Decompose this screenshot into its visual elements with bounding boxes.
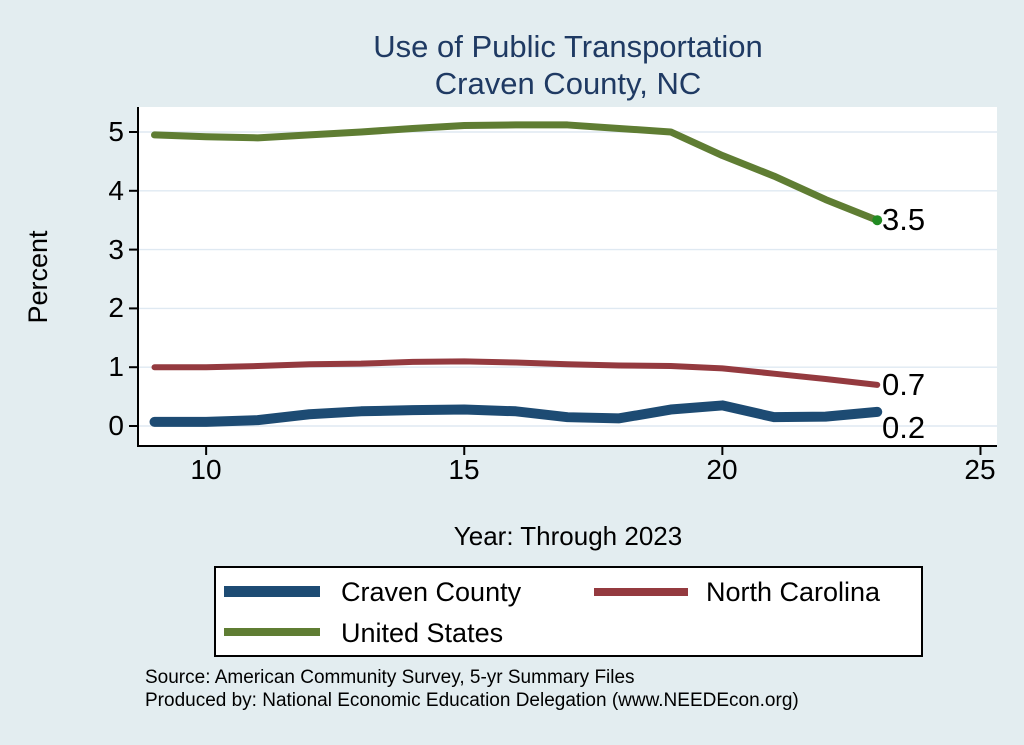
y-tick-label-0: 0 <box>108 410 124 441</box>
chart-title: Use of Public Transportation Craven Coun… <box>139 28 997 102</box>
y-tick-label-3: 3 <box>108 234 124 265</box>
x-tick-label-20: 20 <box>706 454 738 485</box>
source-note: Source: American Community Survey, 5-yr … <box>145 666 1005 712</box>
x-tick-label-10: 10 <box>190 454 222 485</box>
legend-label-united-states: United States <box>341 618 504 648</box>
chart-title-line1: Use of Public Transportation <box>373 29 763 64</box>
x-tick-label-25: 25 <box>964 454 996 485</box>
y-axis-title: Percent <box>23 230 53 324</box>
x-tick-label-15: 15 <box>448 454 480 485</box>
y-tick-label-4: 4 <box>108 175 124 206</box>
produced-by-line: Produced by: National Economic Education… <box>145 690 799 711</box>
end-value-label-craven-county: 0.2 <box>882 410 926 445</box>
legend-box: Craven County North Carolina United Stat… <box>214 566 923 657</box>
source-line: Source: American Community Survey, 5-yr … <box>145 667 635 688</box>
y-tick-label-5: 5 <box>108 116 124 147</box>
end-value-label-north-carolina: 0.7 <box>882 367 926 402</box>
legend-label-craven-county: Craven County <box>341 577 522 607</box>
end-value-label-united-states: 3.5 <box>882 202 926 237</box>
y-tick-label-2: 2 <box>108 292 124 323</box>
x-axis-title: Year: Through 2023 <box>453 521 683 551</box>
legend-label-north-carolina: North Carolina <box>706 577 881 607</box>
y-tick-label-1: 1 <box>108 351 124 382</box>
legend-swatch-craven-county <box>224 586 320 597</box>
legend-swatch-united-states <box>224 628 320 636</box>
legend-swatch-north-carolina <box>594 588 688 596</box>
chart-title-line2: Craven County, NC <box>434 66 702 101</box>
